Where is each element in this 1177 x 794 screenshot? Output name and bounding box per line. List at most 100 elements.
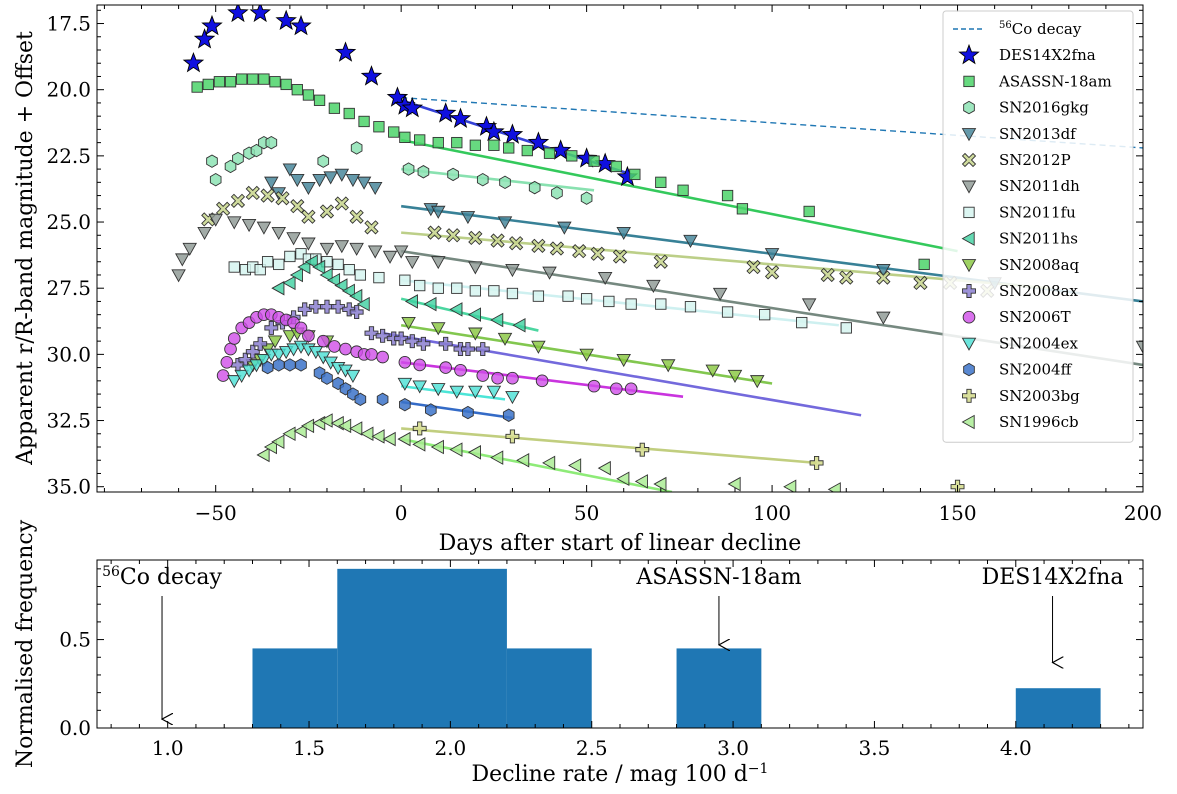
data-point <box>215 201 231 216</box>
data-point <box>509 236 524 251</box>
data-point <box>264 176 279 190</box>
series-sn2004ex <box>226 340 520 405</box>
data-point <box>580 293 593 305</box>
fit-line-sn2003bg <box>401 427 817 465</box>
data-point <box>439 361 452 374</box>
data-point <box>261 360 274 375</box>
data-point <box>319 204 335 219</box>
legend-label: SN2016gkg <box>999 99 1089 117</box>
data-point <box>918 258 930 271</box>
data-point <box>245 344 260 359</box>
legend-marker <box>961 128 977 142</box>
data-point <box>503 142 515 154</box>
data-point <box>467 445 481 460</box>
legend-item: 56Co decay <box>953 20 1082 38</box>
data-point <box>388 126 400 138</box>
data-point <box>230 193 246 208</box>
light-curve-plot-area <box>171 5 1143 492</box>
x-tick-label: 3.0 <box>717 736 749 760</box>
legend: 56Co decay DES14X2fna ASASSN-18am SN2016gkg… <box>942 10 1134 443</box>
legend-item: SN2016gkg <box>963 99 1089 117</box>
data-point <box>655 176 667 188</box>
series-sn2013df <box>264 163 1002 291</box>
data-point <box>398 356 412 369</box>
data-point <box>402 162 415 176</box>
x-tick-label: 0 <box>395 501 408 525</box>
data-point <box>290 14 312 36</box>
data-point <box>727 476 741 492</box>
data-point <box>354 392 367 407</box>
data-point <box>839 270 854 285</box>
data-point <box>497 216 513 230</box>
data-point <box>301 209 316 224</box>
data-point <box>301 237 316 251</box>
data-point <box>245 185 260 201</box>
fit-line-sn2016gkg <box>401 167 595 192</box>
x-tick-label: 200 <box>1124 501 1162 525</box>
data-point <box>427 225 442 240</box>
legend-label: SN2003bg <box>999 387 1080 405</box>
data-point <box>356 296 370 312</box>
data-point <box>1135 340 1143 354</box>
data-point <box>423 296 437 312</box>
data-point <box>454 363 467 377</box>
data-point <box>282 426 296 442</box>
data-point <box>261 256 274 268</box>
light-curve-ticks: −50 0 50 100 150 200 17.5 20.0 22.5 25.0 27.5 30.0 3… <box>46 5 1162 525</box>
data-point <box>490 312 504 328</box>
data-point <box>253 336 268 351</box>
data-point <box>721 189 734 202</box>
data-point <box>512 317 526 333</box>
data-point <box>449 107 472 128</box>
data-point <box>373 271 385 284</box>
data-point <box>532 290 545 302</box>
data-point <box>575 147 598 168</box>
data-point <box>447 167 459 182</box>
data-point <box>302 89 315 101</box>
legend-item: DES14X2fna <box>958 43 1096 65</box>
data-point <box>256 447 270 463</box>
data-point <box>603 295 615 308</box>
data-point <box>317 154 330 168</box>
data-point <box>549 139 572 160</box>
data-point <box>197 226 212 241</box>
data-point <box>412 421 427 436</box>
data-point <box>876 264 891 278</box>
data-point <box>549 241 565 256</box>
x-tick-label: 2.0 <box>434 736 466 760</box>
data-point <box>531 340 546 354</box>
data-point <box>343 107 355 120</box>
data-point <box>345 369 361 383</box>
data-point <box>267 335 283 349</box>
data-point <box>476 369 490 382</box>
data-point <box>397 377 413 391</box>
data-point <box>655 298 667 310</box>
data-point <box>275 191 290 206</box>
data-point <box>308 299 323 314</box>
annotation: DES14X2fna <box>982 565 1123 663</box>
series-sn2006t <box>216 308 638 396</box>
data-point <box>339 342 352 356</box>
data-point <box>803 205 815 218</box>
data-point <box>414 134 426 146</box>
data-point <box>376 392 389 407</box>
y-tick-label: 0.5 <box>59 628 91 652</box>
data-point <box>521 144 533 157</box>
data-point <box>386 86 409 107</box>
data-point <box>416 336 431 351</box>
data-point <box>341 283 355 299</box>
data-point <box>580 191 593 205</box>
legend-marker <box>962 310 976 324</box>
data-point <box>449 442 463 457</box>
data-point <box>505 429 520 444</box>
data-point <box>616 354 631 368</box>
data-point <box>249 359 264 373</box>
legend-item: SN2012P <box>961 151 1071 169</box>
legend-label: SN2004ff <box>999 361 1073 379</box>
series-sn2004ff <box>261 358 515 422</box>
data-point <box>460 342 475 357</box>
data-point <box>297 302 312 317</box>
x-tick-label: 1.5 <box>293 736 325 760</box>
data-point <box>171 269 186 283</box>
light-curve-x-axis-label: Days after start of linear decline <box>439 531 802 556</box>
